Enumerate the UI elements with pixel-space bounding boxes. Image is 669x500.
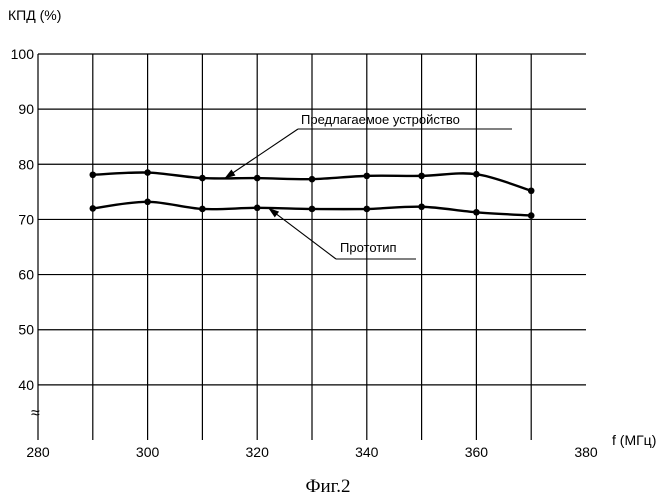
data-point-proposed-device — [199, 175, 206, 182]
data-point-proposed-device — [528, 187, 535, 194]
data-point-proposed-device — [364, 173, 371, 180]
y-tick-label: 70 — [18, 211, 34, 227]
data-point-prototype — [144, 198, 151, 205]
x-tick-label: 280 — [26, 444, 50, 460]
data-point-prototype — [364, 206, 371, 213]
data-point-prototype — [418, 203, 425, 210]
data-point-prototype — [199, 206, 206, 213]
x-axis-label: f (МГц) — [612, 432, 656, 448]
data-point-proposed-device — [254, 175, 261, 182]
x-tick-label: 360 — [465, 444, 489, 460]
data-point-prototype — [309, 206, 316, 213]
data-point-proposed-device — [418, 173, 425, 180]
annotation-prototype: Прототип — [340, 240, 397, 255]
data-point-prototype — [473, 209, 480, 216]
data-point-prototype — [90, 205, 97, 212]
y-tick-label: 100 — [11, 46, 35, 62]
x-tick-label: 380 — [574, 444, 598, 460]
data-point-prototype — [528, 212, 535, 219]
annotation-prototype-leader-line — [268, 208, 336, 259]
tick-labels: 40 50 60 70 80 90 100 280 300 320 340 360 380 — [11, 46, 598, 460]
y-tick-label: 80 — [18, 156, 34, 172]
annotation-layer: Предлагаемое устройство Прототип — [224, 112, 512, 259]
figure-caption: Фиг.2 — [305, 476, 350, 497]
y-tick-label: 50 — [18, 322, 34, 338]
data-point-proposed-device — [309, 176, 316, 183]
y-tick-label: 40 — [18, 377, 34, 393]
data-point-proposed-device — [144, 169, 151, 176]
annotation-proposed-device: Предлагаемое устройство — [301, 112, 460, 127]
x-tick-label: 320 — [246, 444, 270, 460]
y-axis-label: КПД (%) — [8, 7, 61, 23]
axis-break-symbol: ≈ — [31, 405, 40, 422]
y-tick-label: 90 — [18, 101, 34, 117]
annotation-proposed-device-leader-line — [224, 129, 298, 179]
data-point-proposed-device — [90, 171, 97, 178]
data-point-prototype — [254, 205, 261, 212]
data-point-proposed-device — [473, 171, 480, 178]
x-tick-label: 340 — [355, 444, 379, 460]
x-tick-label: 300 — [136, 444, 160, 460]
y-tick-label: 60 — [18, 267, 34, 283]
